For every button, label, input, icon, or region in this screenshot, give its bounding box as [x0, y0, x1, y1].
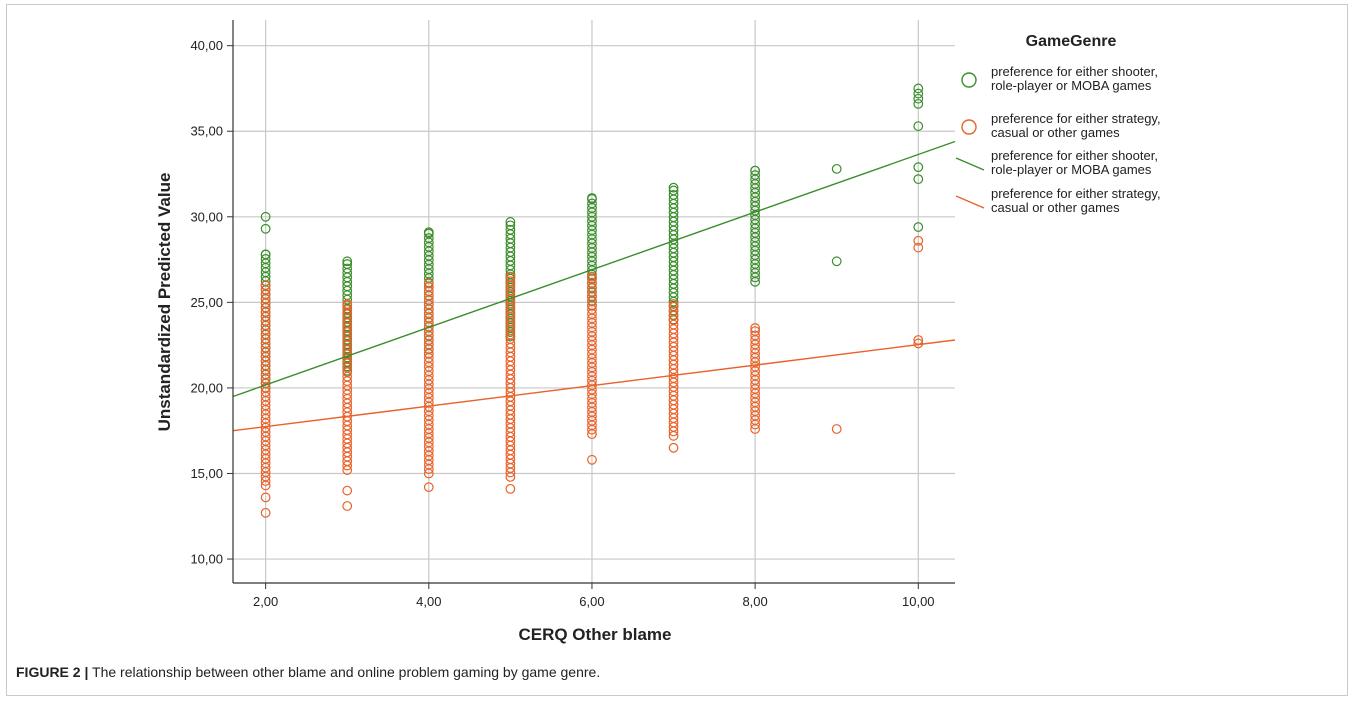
data-point-series-1 [587, 454, 597, 465]
legend-label-1: preference for either strategy, [991, 111, 1161, 126]
data-point-series-0 [913, 88, 924, 99]
data-point-series-1 [342, 299, 353, 309]
y-tick-label: 25,00 [190, 295, 223, 310]
x-axis-label: CERQ Other blame [518, 625, 671, 644]
data-point-series-1 [668, 442, 679, 453]
data-point-series-1 [750, 330, 761, 341]
data-point-series-1 [831, 424, 842, 434]
data-point-series-0 [913, 98, 924, 109]
data-point-series-0 [505, 220, 516, 231]
y-tick-label: 40,00 [190, 38, 223, 53]
fit-line-series-0 [232, 140, 956, 398]
data-points [260, 83, 924, 518]
data-point-series-1 [423, 286, 434, 296]
data-point-series-0 [587, 198, 597, 209]
data-point-series-0 [913, 93, 924, 104]
data-point-series-0 [913, 222, 924, 232]
x-tick-label: 4,00 [416, 594, 441, 609]
caption-lead: FIGURE 2 | [16, 664, 89, 680]
data-point-series-1 [423, 482, 434, 493]
data-point-series-1 [505, 483, 516, 494]
data-point-series-0 [587, 193, 597, 203]
data-point-series-0 [668, 185, 679, 196]
legend-label-0: role-player or MOBA games [991, 78, 1152, 93]
figure-frame [6, 4, 1348, 696]
legend-label-2: role-player or MOBA games [991, 162, 1152, 177]
data-point-series-1 [423, 278, 434, 289]
legend-label-1: casual or other games [991, 125, 1120, 140]
data-point-series-0 [913, 83, 924, 94]
data-point-series-0 [913, 174, 924, 185]
data-point-series-0 [260, 211, 271, 222]
legend: GameGenre preference for either shooter,… [955, 33, 1161, 215]
data-point-series-1 [260, 492, 271, 503]
data-point-series-0 [668, 189, 679, 200]
legend-marker-1 [961, 119, 977, 135]
data-point-series-0 [668, 182, 679, 193]
data-point-series-1 [587, 277, 597, 288]
x-tick-label: 8,00 [742, 594, 767, 609]
scatter-chart: 2,00 4,00 6,00 8,00 10,00 10,00 15,00 20,00 25,0… [155, 20, 1161, 644]
data-point-series-0 [505, 217, 516, 227]
data-point-series-0 [913, 121, 924, 131]
y-tick-label: 15,00 [190, 466, 223, 481]
fit-line-series-1 [232, 339, 956, 432]
data-point-series-0 [913, 162, 924, 173]
data-point-series-0 [260, 249, 271, 260]
data-point-series-0 [342, 259, 353, 269]
data-point-series-1 [668, 301, 679, 312]
y-axis-label: Unstandardized Predicted Value [155, 173, 174, 432]
legend-line-2 [955, 157, 985, 171]
x-tick-label: 2,00 [253, 594, 278, 609]
y-tick-label: 10,00 [190, 552, 223, 567]
data-point-series-1 [668, 306, 679, 317]
data-point-series-0 [423, 233, 434, 243]
data-point-series-0 [260, 223, 271, 234]
data-point-series-1 [423, 281, 434, 292]
data-point-series-0 [423, 227, 434, 238]
data-point-series-0 [750, 165, 761, 176]
data-point-series-0 [342, 256, 353, 267]
data-point-series-0 [750, 170, 761, 180]
data-point-series-1 [913, 242, 924, 253]
figure-caption: FIGURE 2 | The relationship between othe… [16, 664, 600, 680]
data-point-series-0 [342, 263, 353, 274]
tick-labels: 2,00 4,00 6,00 8,00 10,00 10,00 15,00 20,00 25,0… [190, 38, 934, 609]
data-point-series-1 [342, 501, 353, 511]
y-tick-label: 35,00 [190, 124, 223, 139]
x-tick-label: 6,00 [579, 594, 604, 609]
fit-lines [232, 140, 956, 432]
data-point-series-1 [750, 326, 761, 337]
axes [227, 20, 955, 589]
data-point-series-0 [260, 253, 271, 264]
data-point-series-1 [505, 276, 516, 287]
legend-marker-0 [961, 72, 977, 88]
x-tick-label: 10,00 [902, 594, 935, 609]
legend-line-3 [955, 195, 985, 209]
legend-label-3: preference for either strategy, [991, 186, 1161, 201]
data-point-series-0 [831, 163, 842, 174]
data-point-series-1 [260, 280, 271, 291]
legend-label-2: preference for either shooter, [991, 148, 1158, 163]
data-point-series-1 [342, 485, 353, 496]
legend-label-3: casual or other games [991, 200, 1120, 215]
y-tick-label: 20,00 [190, 380, 223, 395]
data-point-series-1 [913, 235, 924, 246]
data-point-series-1 [505, 271, 516, 282]
data-point-series-1 [260, 284, 271, 295]
data-point-series-1 [587, 271, 597, 282]
data-point-series-1 [260, 507, 271, 518]
data-point-series-1 [342, 304, 353, 315]
data-point-series-0 [831, 256, 842, 267]
data-point-series-1 [750, 323, 761, 333]
legend-label-0: preference for either shooter, [991, 64, 1158, 79]
data-point-series-0 [505, 224, 516, 235]
data-point-series-1 [668, 299, 679, 309]
legend-title: GameGenre [1026, 33, 1117, 50]
caption-text: The relationship between other blame and… [88, 664, 601, 680]
y-tick-label: 30,00 [190, 209, 223, 224]
